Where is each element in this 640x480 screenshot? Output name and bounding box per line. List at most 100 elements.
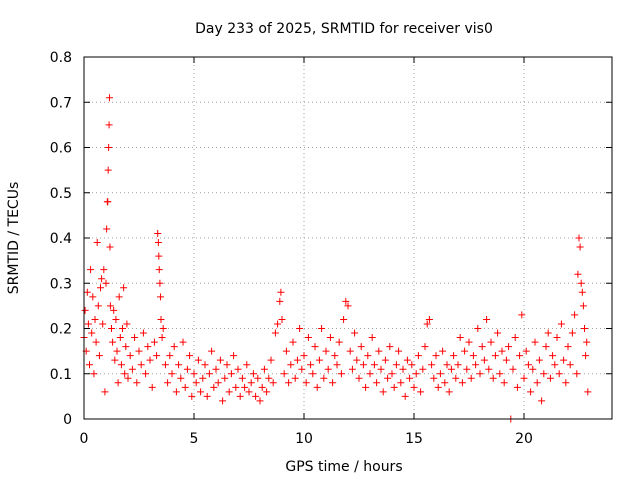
y-tick-label: 0.3	[50, 276, 72, 292]
data-point	[491, 352, 499, 360]
data-point	[320, 374, 328, 382]
data-point	[583, 338, 591, 346]
data-point	[326, 334, 334, 342]
data-point	[86, 361, 93, 369]
data-point	[489, 374, 497, 382]
grid	[84, 57, 612, 419]
data-point	[298, 365, 306, 373]
data-point	[252, 392, 260, 400]
data-point	[417, 388, 425, 396]
data-point	[175, 361, 183, 369]
data-point	[271, 329, 279, 337]
x-axis-ticks: 0 5 10 15 20	[80, 57, 533, 447]
data-point	[346, 347, 354, 355]
data-point	[128, 365, 136, 373]
data-point	[522, 347, 530, 355]
data-point	[158, 334, 166, 342]
data-point	[238, 374, 246, 382]
data-point	[379, 388, 387, 396]
data-point	[511, 334, 519, 342]
data-point	[122, 343, 130, 351]
data-point	[538, 397, 546, 405]
data-point	[106, 302, 114, 310]
data-point	[370, 361, 378, 369]
data-point	[340, 315, 348, 323]
data-point	[89, 293, 97, 301]
data-point	[293, 356, 301, 364]
data-point	[108, 325, 115, 332]
data-point	[390, 383, 398, 391]
data-point	[155, 252, 163, 260]
data-point	[114, 379, 122, 387]
data-point	[520, 374, 528, 382]
data-point	[401, 392, 409, 400]
data-point	[445, 388, 453, 396]
data-point	[113, 347, 121, 355]
data-point	[307, 361, 315, 369]
data-point	[135, 347, 143, 355]
data-point	[571, 311, 579, 319]
data-point	[161, 361, 169, 369]
data-point	[205, 370, 213, 378]
data-points	[80, 94, 592, 423]
data-point	[574, 270, 582, 278]
data-point	[555, 370, 563, 378]
data-point	[116, 334, 124, 342]
data-point	[186, 352, 194, 360]
data-point	[84, 320, 92, 328]
data-point	[203, 392, 211, 400]
data-point	[168, 370, 176, 378]
data-point	[106, 243, 114, 251]
data-point	[170, 343, 178, 351]
data-point	[560, 356, 568, 364]
data-point	[578, 288, 586, 296]
data-point	[355, 374, 363, 382]
data-point	[223, 361, 231, 369]
data-point	[287, 361, 295, 369]
data-point	[100, 266, 108, 274]
data-point	[110, 306, 118, 314]
data-point	[337, 370, 345, 378]
data-point	[98, 275, 106, 283]
data-point	[99, 320, 107, 328]
y-tick-label: 0	[63, 412, 72, 428]
data-point	[333, 361, 341, 369]
data-point	[441, 379, 449, 387]
data-point	[188, 392, 196, 400]
data-point	[505, 343, 513, 351]
data-point	[267, 356, 275, 364]
y-tick-label: 0.1	[50, 367, 72, 383]
data-point	[120, 284, 128, 292]
data-point	[90, 370, 98, 378]
data-point	[285, 379, 293, 387]
x-tick-label: 15	[405, 431, 423, 447]
data-point	[172, 388, 180, 396]
data-point	[102, 279, 110, 287]
data-point	[461, 347, 469, 355]
data-point	[452, 374, 460, 382]
data-point	[553, 334, 561, 342]
data-point	[377, 365, 385, 373]
data-point	[155, 266, 163, 274]
data-point	[544, 329, 552, 337]
data-point	[95, 352, 103, 360]
x-axis-label: GPS time / hours	[285, 459, 402, 475]
x-tick-label: 0	[80, 431, 89, 447]
data-point	[278, 315, 286, 323]
data-point	[414, 352, 422, 360]
data-point	[156, 279, 164, 287]
data-point	[579, 302, 587, 310]
data-point	[159, 325, 167, 332]
data-point	[469, 352, 477, 360]
data-point	[463, 365, 471, 373]
data-point	[221, 374, 229, 382]
data-point	[535, 356, 543, 364]
data-point	[447, 365, 455, 373]
data-point	[104, 198, 112, 206]
data-point	[199, 374, 207, 382]
data-point	[289, 338, 297, 346]
data-point	[133, 379, 141, 387]
data-point	[311, 343, 319, 351]
y-tick-label: 0.4	[50, 231, 72, 247]
data-point	[509, 365, 517, 373]
